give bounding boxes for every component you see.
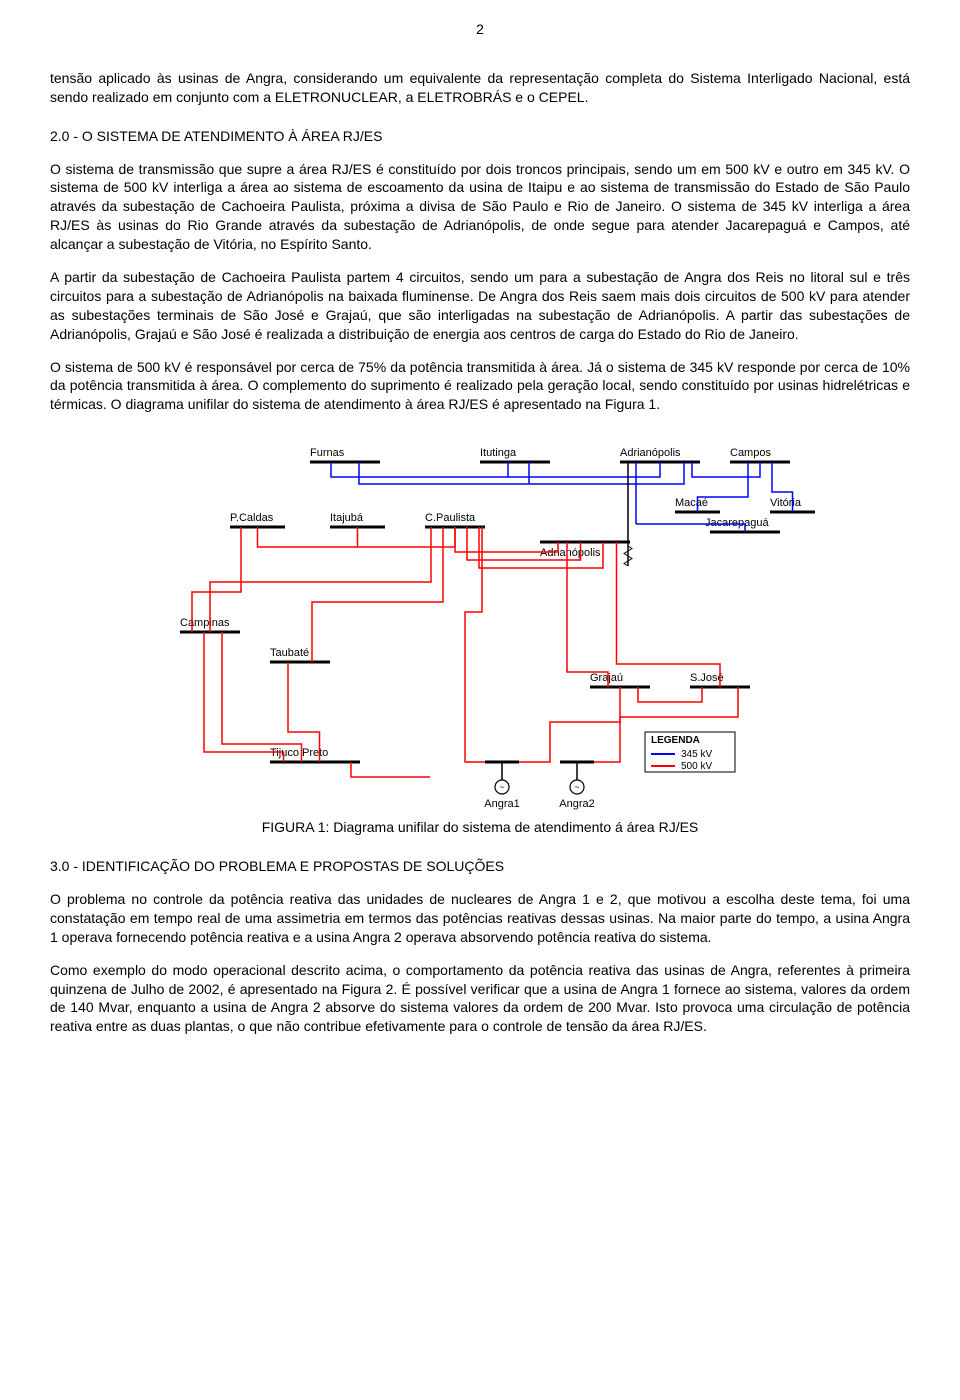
svg-text:~: ~ [499,782,504,792]
svg-text:S.José: S.José [690,672,724,684]
svg-text:345 kV: 345 kV [681,749,712,760]
svg-text:Macaé: Macaé [675,497,708,509]
svg-text:Adrianópolis: Adrianópolis [620,447,681,459]
figure-1-diagram: Furnas Itutinga Adrianópolis Campos Macaé Vit… [50,432,910,837]
svg-text:Furnas: Furnas [310,447,345,459]
paragraph-2a: O sistema de transmissão que supre a áre… [50,160,910,254]
section-3-title: 3.0 - IDENTIFICAÇÃO DO PROBLEMA E PROPOS… [50,857,910,876]
section-2-title: 2.0 - O SISTEMA DE ATENDIMENTO À ÁREA RJ… [50,127,910,146]
paragraph-3b: Como exemplo do modo operacional descrit… [50,961,910,1037]
svg-text:Itajubá: Itajubá [330,512,364,524]
paragraph-2c: O sistema de 500 kV é responsável por ce… [50,358,910,415]
svg-text:Itutinga: Itutinga [480,447,517,459]
paragraph-intro: tensão aplicado às usinas de Angra, cons… [50,69,910,107]
svg-text:~: ~ [574,782,579,792]
svg-text:Angra1: Angra1 [484,798,519,810]
svg-text:Campos: Campos [730,447,771,459]
svg-text:Adrianópolis: Adrianópolis [540,547,601,559]
svg-text:Jacarepaguá: Jacarepaguá [705,517,769,529]
figure-1-caption: FIGURA 1: Diagrama unifilar do sistema d… [50,818,910,837]
svg-text:C.Paulista: C.Paulista [425,512,476,524]
svg-text:Vitória: Vitória [770,497,802,509]
page-number: 2 [50,20,910,39]
paragraph-3a: O problema no controle da potência reati… [50,890,910,947]
svg-text:P.Caldas: P.Caldas [230,512,274,524]
svg-text:Campinas: Campinas [180,617,230,629]
svg-text:LEGENDA: LEGENDA [651,735,700,746]
svg-text:Taubaté: Taubaté [270,647,309,659]
svg-text:Angra2: Angra2 [559,798,594,810]
svg-text:Grajaú: Grajaú [590,672,623,684]
single-line-diagram: Furnas Itutinga Adrianópolis Campos Macaé Vit… [120,432,840,812]
paragraph-2b: A partir da subestação de Cachoeira Paul… [50,268,910,344]
svg-text:500 kV: 500 kV [681,761,712,772]
